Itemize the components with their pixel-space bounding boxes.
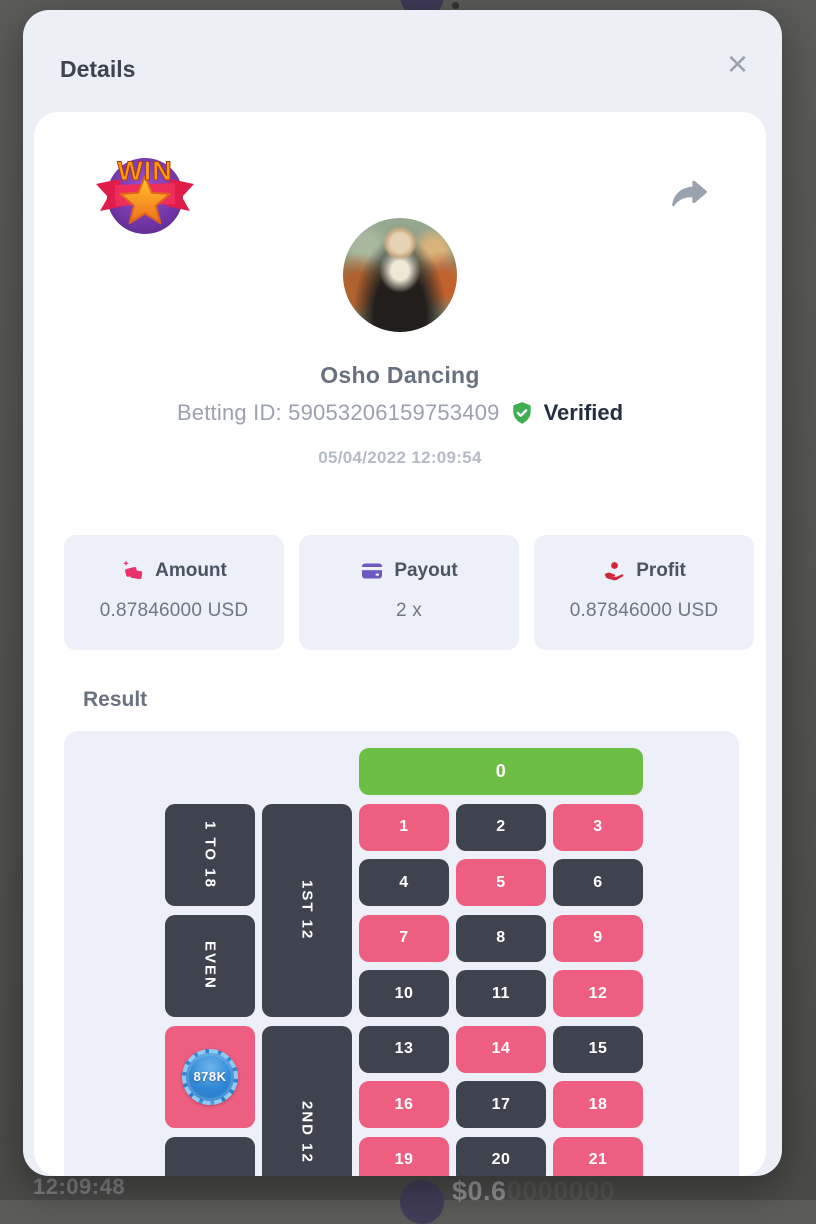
background-dot: [452, 2, 459, 9]
roulette-number-13: 13: [359, 1025, 449, 1073]
roulette-number-20: 20: [456, 1136, 546, 1176]
coins-icon: [121, 559, 145, 583]
roulette-number-17: 17: [456, 1081, 546, 1128]
stats-row: Amount 0.87846000 USD Payout 2 x: [64, 535, 754, 650]
share-icon[interactable]: [670, 176, 710, 212]
chip-icon: 878K: [182, 1048, 238, 1105]
profit-label: Profit: [636, 560, 686, 581]
win-badge-icon: WIN: [88, 144, 200, 242]
hand-money-icon: [602, 559, 626, 583]
roulette-number-21: 21: [553, 1136, 643, 1176]
roulette-number-0: 0: [359, 748, 643, 795]
outside-bet-odd-cell: [165, 1136, 255, 1176]
result-section-label: Result: [83, 688, 148, 711]
roulette-number-1: 1: [359, 803, 449, 851]
outside-bet-1to18: 1 TO 18: [165, 803, 255, 906]
roulette-number-16: 16: [359, 1081, 449, 1128]
roulette-number-19: 19: [359, 1136, 449, 1176]
dozen-bet-2nd12: 2ND 12: [262, 1025, 352, 1176]
profit-value: 0.87846000 USD: [569, 600, 719, 621]
roulette-number-8: 8: [456, 914, 546, 962]
roulette-number-5: 5: [456, 859, 546, 906]
payout-value: 2 x: [396, 600, 422, 621]
roulette-number-14: 14: [456, 1025, 546, 1073]
user-name: Osho Dancing: [320, 362, 480, 388]
credit-card-icon: [360, 559, 384, 583]
dozen-bet-1st12: 1ST 12: [262, 803, 352, 1017]
roulette-number-10: 10: [359, 970, 449, 1017]
outside-bet-even: EVEN: [165, 914, 255, 1017]
background-bet-amount: $0.60000000: [452, 1176, 615, 1207]
profit-card: Profit 0.87846000 USD: [534, 535, 754, 650]
roulette-number-9: 9: [553, 914, 643, 962]
avatar: [343, 218, 457, 332]
roulette-number-12: 12: [553, 970, 643, 1017]
roulette-number-18: 18: [553, 1081, 643, 1128]
roulette-number-15: 15: [553, 1025, 643, 1073]
bet-timestamp: 05/04/2022 12:09:54: [318, 448, 482, 467]
win-badge-label: WIN: [117, 156, 172, 186]
betting-id: Betting ID: 59053206159753409: [176, 400, 500, 425]
payout-label: Payout: [394, 560, 458, 581]
amount-card: Amount 0.87846000 USD: [64, 535, 284, 650]
background-bet-time: 12:09:48: [33, 1174, 126, 1199]
amount-label: Amount: [155, 560, 227, 581]
payout-card: Payout 2 x: [299, 535, 519, 650]
amount-trailing-zeros: 0000000: [506, 1176, 616, 1206]
roulette-number-6: 6: [553, 859, 643, 906]
modal-title: Details: [60, 56, 136, 82]
verified-shield-icon: [509, 400, 535, 426]
roulette-number-7: 7: [359, 914, 449, 962]
amount-significant: $0.6: [452, 1176, 507, 1206]
close-icon[interactable]: ×: [726, 43, 748, 84]
bet-details-card: WIN Osho Dancing Betting ID: 59053206159…: [34, 112, 766, 1176]
amount-value: 0.87846000 USD: [99, 600, 249, 621]
verified-badge: Verified: [543, 400, 624, 425]
chip-amount: 878K: [193, 1069, 227, 1085]
betting-id-row: Betting ID: 59053206159753409 Verified: [34, 400, 766, 426]
roulette-number-2: 2: [456, 803, 546, 851]
roulette-number-4: 4: [359, 859, 449, 906]
outside-bet-red-cell: 878K: [165, 1025, 255, 1128]
coin-icon: [400, 1180, 444, 1224]
details-modal: Details × WIN: [23, 10, 782, 1176]
roulette-number-3: 3: [553, 803, 643, 851]
roulette-number-11: 11: [456, 970, 546, 1017]
